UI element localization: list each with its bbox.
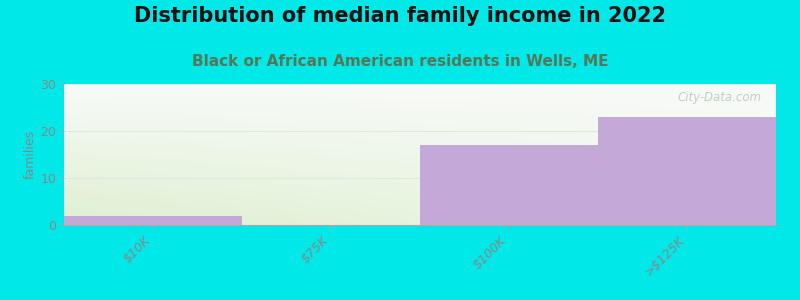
- Y-axis label: families: families: [23, 130, 36, 179]
- Text: City-Data.com: City-Data.com: [678, 91, 762, 104]
- Text: Distribution of median family income in 2022: Distribution of median family income in …: [134, 6, 666, 26]
- Bar: [64, 216, 242, 225]
- Text: Black or African American residents in Wells, ME: Black or African American residents in W…: [192, 54, 608, 69]
- Bar: [598, 117, 776, 225]
- Bar: [420, 145, 598, 225]
